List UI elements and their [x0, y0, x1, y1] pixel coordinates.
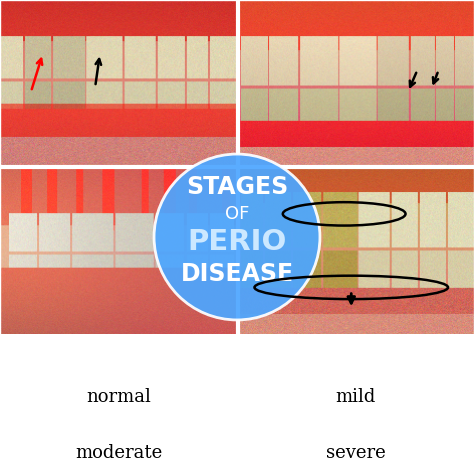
Text: normal: normal: [87, 388, 151, 406]
Text: moderate: moderate: [75, 444, 163, 462]
Text: DISEASE: DISEASE: [181, 262, 293, 286]
Text: PERIO: PERIO: [187, 228, 287, 256]
Text: mild: mild: [336, 388, 376, 406]
Text: severe: severe: [326, 444, 386, 462]
Circle shape: [154, 154, 320, 320]
Text: STAGES: STAGES: [186, 175, 288, 199]
Bar: [0, 334, 474, 474]
Text: OF: OF: [225, 205, 249, 223]
